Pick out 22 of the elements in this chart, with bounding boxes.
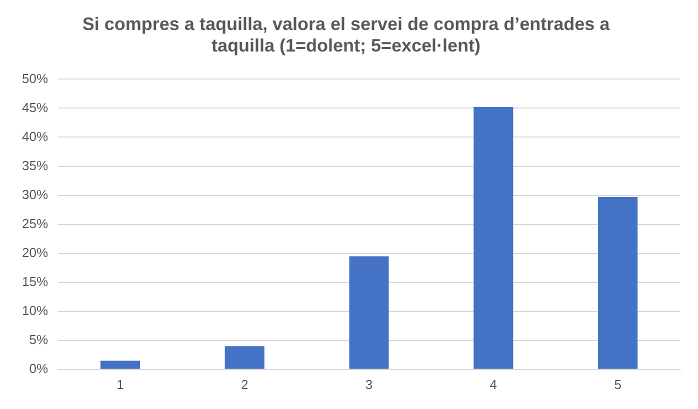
- bar: [474, 107, 514, 369]
- y-tick-label: 5%: [29, 332, 48, 347]
- y-tick-label: 30%: [22, 186, 48, 202]
- y-tick-label: 15%: [22, 274, 48, 289]
- chart-title: Si compres a taquilla, valora el servei de compra d’entrades a taquilla (1=dolent; 5=excel·lent): [82, 14, 611, 56]
- y-tick-label: 20%: [22, 244, 48, 260]
- x-tick-label: 5: [614, 376, 622, 392]
- y-tick-label: 25%: [22, 216, 48, 231]
- x-tick-label: 3: [365, 376, 373, 392]
- y-tick-label: 40%: [22, 128, 48, 144]
- bar: [598, 197, 638, 369]
- y-tick-label: 10%: [22, 302, 48, 318]
- x-tick-label: 4: [490, 376, 498, 392]
- x-tick-label: 2: [240, 376, 248, 392]
- y-tick-label: 45%: [22, 100, 48, 115]
- y-tick-label: 0%: [29, 360, 48, 376]
- y-tick-label: 50%: [22, 70, 48, 86]
- bar: [349, 256, 389, 369]
- bar: [224, 346, 264, 369]
- x-tick-label: 1: [116, 376, 124, 392]
- y-tick-label: 35%: [22, 158, 48, 173]
- bar: [100, 360, 140, 369]
